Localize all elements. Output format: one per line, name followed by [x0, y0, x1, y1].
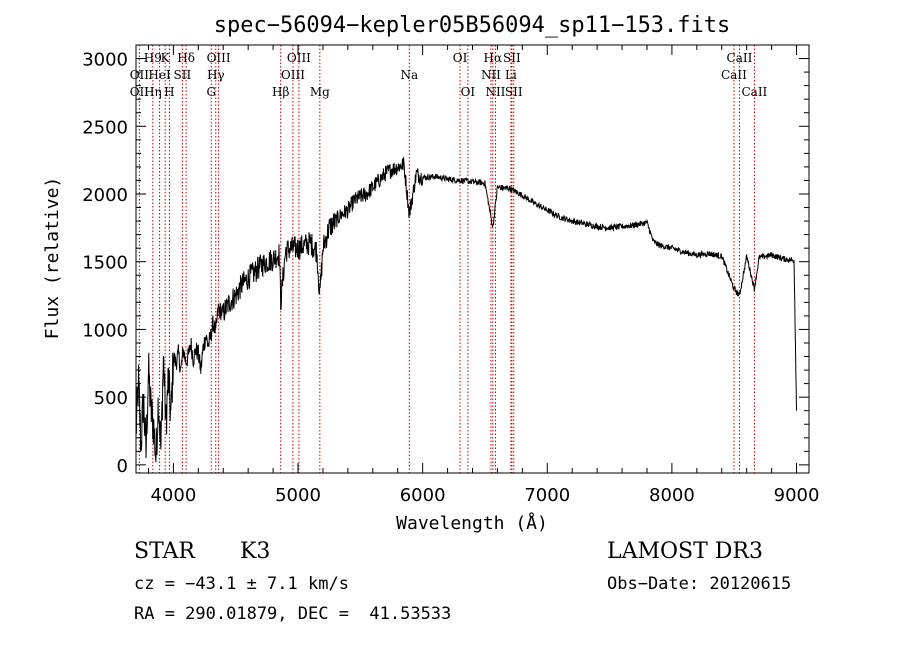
y-tick-label-6: 3000: [82, 50, 128, 71]
line-label-6: Hα: [484, 51, 503, 65]
y-tick-label-4: 2000: [82, 185, 128, 206]
line-label-15: NII: [481, 68, 501, 82]
spectral-line-markers: [138, 45, 755, 473]
line-label-4: OIII: [287, 51, 311, 65]
spectrum-line-0: [135, 157, 797, 463]
x-tick-label-1: 5000: [275, 485, 321, 506]
x-tick-label-0: 4000: [150, 485, 196, 506]
line-label-17: CaII: [721, 68, 747, 82]
line-label-20: H: [164, 85, 174, 99]
chart-title: spec−56094−kepler05B56094_sp11−153.fits: [214, 13, 731, 38]
y-tick-label-5: 2500: [82, 117, 128, 138]
line-label-23: Mg: [310, 85, 330, 99]
y-tick-label-1: 500: [94, 388, 128, 409]
line-label-26: SII: [505, 85, 523, 99]
x-axis-label: Wavelength (Å): [396, 512, 548, 534]
line-label-25: NII: [485, 85, 505, 99]
line-label-19: Hη: [144, 85, 162, 99]
line-label-10: HeI: [148, 68, 171, 82]
line-label-3: OIII: [207, 51, 231, 65]
line-label-0: H9: [144, 51, 162, 65]
x-tick-label-2: 6000: [400, 485, 446, 506]
line-label-21: G: [206, 85, 216, 99]
y-tick-label-2: 1000: [82, 320, 128, 341]
line-label-8: CaII: [727, 51, 753, 65]
line-label-22: Hβ: [272, 85, 289, 99]
plot-axes: 4000 5000 6000 7000 8000 9000 0 500 1000 1500 2000…: [82, 44, 820, 506]
survey-name: LAMOST DR3: [607, 539, 763, 564]
x-tick-label-5: 9000: [774, 485, 820, 506]
y-tick-label-0: 0: [117, 456, 128, 477]
plot-frame: [135, 44, 810, 474]
line-label-11: SII: [174, 68, 192, 82]
line-label-12: Hγ: [207, 68, 225, 82]
x-tick-label-3: 7000: [524, 485, 570, 506]
object-type: STAR: [134, 539, 195, 564]
line-label-18: OII: [130, 85, 150, 99]
line-label-9: OII: [130, 68, 150, 82]
observation-date: Obs−Date: 20120615: [607, 574, 792, 594]
line-label-27: CaII: [741, 85, 767, 99]
redshift-value: cz = −43.1 ± 7.1 km/s: [134, 574, 349, 594]
x-tick-label-4: 8000: [649, 485, 695, 506]
line-label-24: OI: [461, 85, 476, 99]
line-label-5: OI: [453, 51, 468, 65]
object-subclass: K3: [240, 539, 271, 564]
line-label-2: Hδ: [177, 51, 195, 65]
y-tick-label-3: 1500: [82, 253, 128, 274]
line-label-16: Li: [505, 68, 517, 82]
line-label-14: Na: [400, 68, 418, 82]
line-label-7: SII: [503, 51, 521, 65]
y-axis-label: Flux (relative): [42, 177, 63, 340]
line-label-1: K: [161, 51, 171, 65]
coordinates: RA = 290.01879, DEC = 41.53533: [134, 604, 452, 624]
line-label-13: OIII: [281, 68, 305, 82]
spectrum-series: [135, 157, 797, 463]
